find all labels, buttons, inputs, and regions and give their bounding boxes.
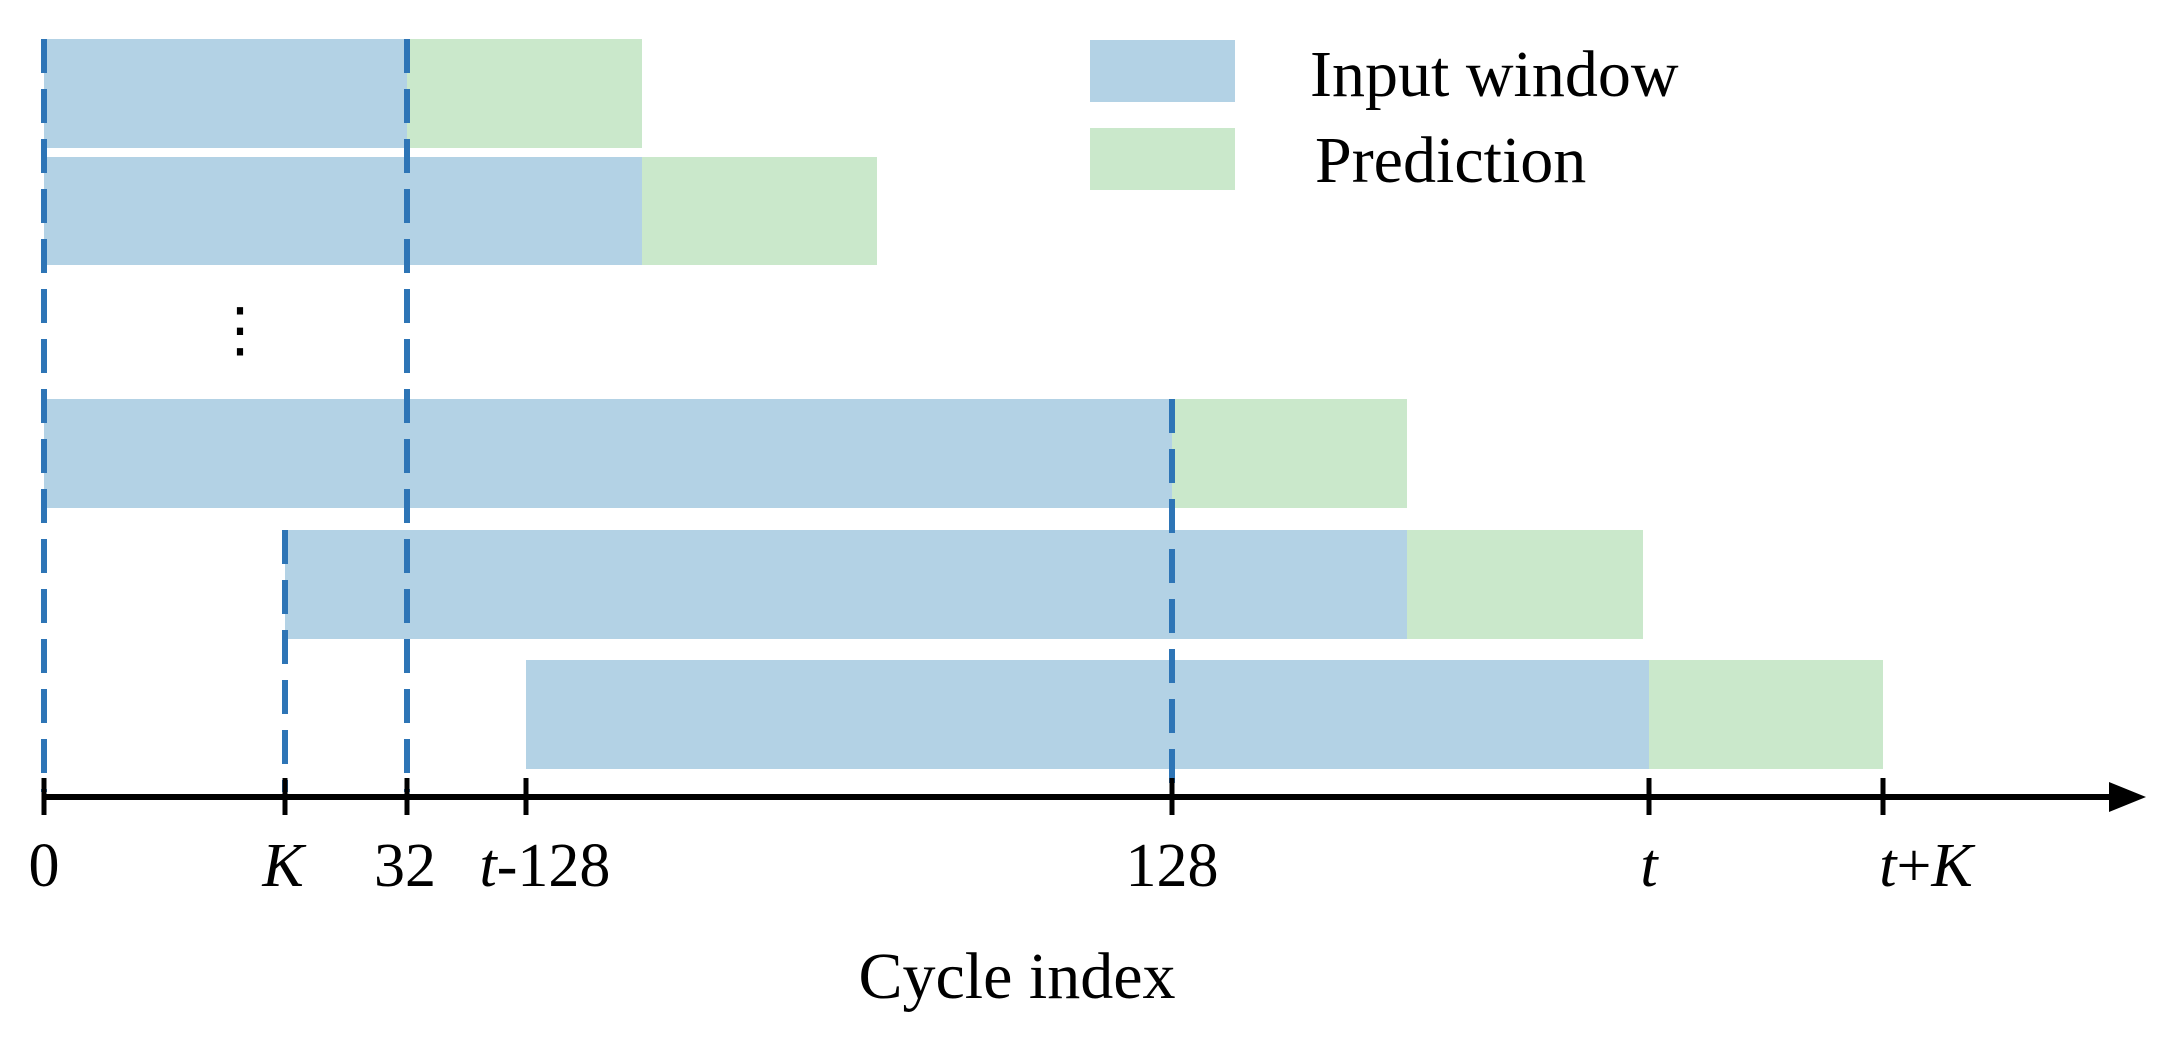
legend-input-window-label: Input window bbox=[1310, 38, 1679, 111]
tick-label-t: t bbox=[1640, 832, 1659, 900]
input-window-bar-row-5 bbox=[526, 660, 1649, 769]
tick-label-128: 128 bbox=[1126, 832, 1219, 900]
prediction-bar-row-3 bbox=[1172, 399, 1407, 508]
ellipsis-icon: ⋮ bbox=[210, 295, 270, 365]
prediction-bar-row-5 bbox=[1649, 660, 1883, 769]
input-window-bar-row-4 bbox=[285, 530, 1407, 639]
legend-input-window-swatch bbox=[1090, 40, 1235, 102]
tick-label-32: 32 bbox=[374, 832, 436, 900]
tick-labels: 0 K 32 t-128 128 t t+K bbox=[29, 832, 1977, 900]
legend-prediction-label: Prediction bbox=[1315, 124, 1586, 197]
axis-title: Cycle index bbox=[858, 940, 1175, 1013]
tick-label-0: 0 bbox=[29, 832, 60, 900]
input-window-bar-row-1 bbox=[44, 39, 407, 148]
prediction-bar-row-1 bbox=[407, 39, 642, 148]
prediction-bar-row-4 bbox=[1407, 530, 1643, 639]
prediction-bar-row-2 bbox=[642, 157, 877, 265]
input-window-bar-row-3 bbox=[44, 399, 1172, 508]
input-window-bar-row-2 bbox=[44, 157, 642, 265]
axis-arrow-icon bbox=[2109, 782, 2146, 812]
guide-lines bbox=[41, 39, 1175, 792]
legend: Input window Prediction bbox=[1090, 38, 1679, 197]
tick-label-K: K bbox=[261, 832, 307, 900]
legend-prediction-swatch bbox=[1090, 128, 1235, 190]
tick-label-t+K: t+K bbox=[1879, 832, 1976, 900]
cycle-axis bbox=[44, 782, 2146, 812]
tick-marks bbox=[41, 778, 1886, 815]
window-bars bbox=[44, 39, 1883, 769]
tick-label-t-128: t-128 bbox=[480, 832, 611, 900]
